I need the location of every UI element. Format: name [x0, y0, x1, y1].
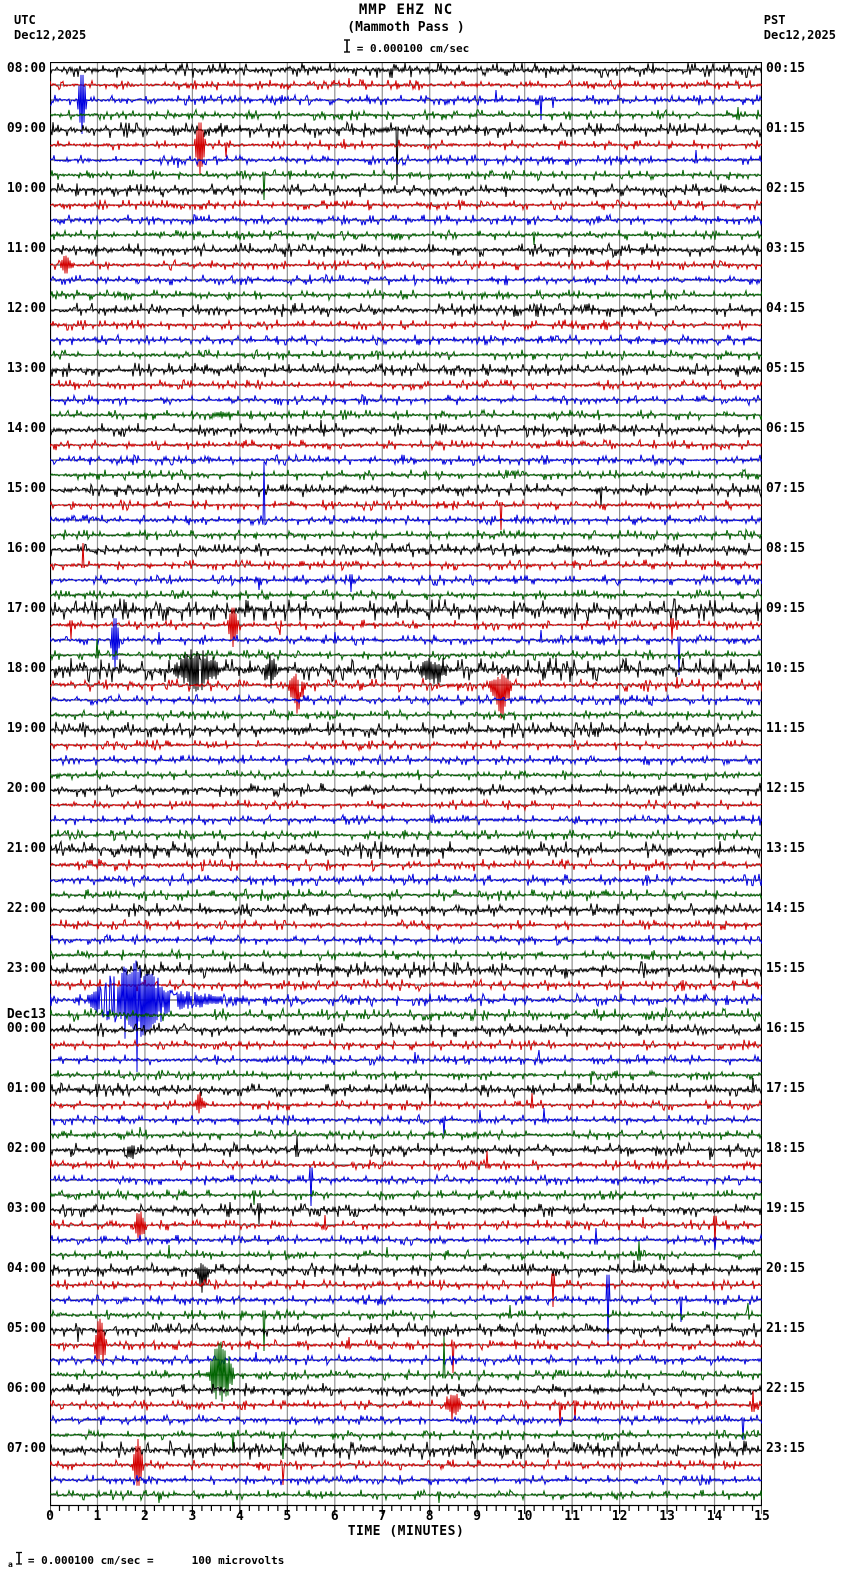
pst-hour-label: 20:15 — [766, 1261, 806, 1276]
utc-hour-label: 20:00 — [6, 781, 46, 796]
pst-header: PST Dec12,2025 — [764, 13, 836, 43]
x-tick-label: 4 — [235, 1509, 244, 1524]
helicorder-plot — [49, 61, 763, 1515]
x-tick-label: 9 — [473, 1509, 482, 1524]
utc-hour-label: 08:00 — [6, 61, 46, 76]
utc-hour-label: 10:00 — [6, 181, 46, 196]
footer-prefix: a — [8, 1560, 13, 1569]
x-tick-label: 1 — [93, 1509, 102, 1524]
utc-hour-label: 09:00 — [6, 121, 46, 136]
pst-hour-label: 15:15 — [766, 961, 806, 976]
pst-hour-label: 14:15 — [766, 901, 806, 916]
scale-bar-icon — [343, 38, 351, 58]
utc-header: UTC Dec12,2025 — [14, 13, 86, 43]
utc-label: UTC — [14, 13, 36, 27]
utc-hour-label: 12:00 — [6, 301, 46, 316]
utc-date: Dec12,2025 — [14, 28, 87, 42]
utc-hour-label: Dec13 00:00 — [6, 1007, 46, 1036]
x-tick-label: 6 — [330, 1509, 339, 1524]
pst-hour-label: 23:15 — [766, 1441, 806, 1456]
x-tick-label: 7 — [378, 1509, 387, 1524]
footer-equivalence-left: = 0.000100 cm/sec = — [27, 1553, 154, 1567]
pst-hour-label: 01:15 — [766, 121, 806, 136]
helicorder-traces — [49, 61, 763, 1515]
title-block: MMP EHZ NC (Mammoth Pass ) — [50, 2, 762, 35]
utc-hour-label: 06:00 — [6, 1381, 46, 1396]
pst-hour-label: 02:15 — [766, 181, 806, 196]
pst-hour-label: 03:15 — [766, 241, 806, 256]
x-tick-label: 15 — [754, 1509, 770, 1524]
pst-hour-label: 08:15 — [766, 541, 806, 556]
utc-hour-label: 02:00 — [6, 1141, 46, 1156]
utc-hour-label: 21:00 — [6, 841, 46, 856]
pst-hour-label: 19:15 — [766, 1201, 806, 1216]
pst-hour-label: 11:15 — [766, 721, 806, 736]
footer-scale-bar-icon — [15, 1551, 23, 1569]
utc-hour-label: 16:00 — [6, 541, 46, 556]
pst-hour-label: 04:15 — [766, 301, 806, 316]
pst-hour-label: 09:15 — [766, 601, 806, 616]
utc-hour-label: 15:00 — [6, 481, 46, 496]
utc-hour-label: 01:00 — [6, 1081, 46, 1096]
pst-hour-label: 17:15 — [766, 1081, 806, 1096]
pst-hour-label: 12:15 — [766, 781, 806, 796]
pst-hour-label: 10:15 — [766, 661, 806, 676]
station-title: MMP EHZ NC — [358, 2, 454, 18]
pst-hour-label: 22:15 — [766, 1381, 806, 1396]
pst-hour-label: 05:15 — [766, 361, 806, 376]
pst-hour-label: 07:15 — [766, 481, 806, 496]
x-tick-label: 13 — [659, 1509, 675, 1524]
pst-hour-label: 00:15 — [766, 61, 806, 76]
utc-hour-label: 19:00 — [6, 721, 46, 736]
scale-label: = 0.000100 cm/sec — [356, 41, 470, 55]
x-tick-label: 10 — [516, 1509, 533, 1524]
station-subtitle: (Mammoth Pass ) — [347, 20, 465, 35]
pst-hour-label: 06:15 — [766, 421, 806, 436]
x-tick-label: 11 — [564, 1509, 580, 1524]
x-tick-label: 5 — [283, 1509, 292, 1524]
x-tick-label: 3 — [188, 1509, 197, 1524]
pst-date: Dec12,2025 — [763, 28, 836, 42]
scale-line: = 0.000100 cm/sec — [50, 38, 762, 58]
x-tick-label: 12 — [611, 1509, 628, 1524]
utc-hour-label: 07:00 — [6, 1441, 46, 1456]
utc-hour-label: 18:00 — [6, 661, 46, 676]
utc-hour-label: 05:00 — [6, 1321, 46, 1336]
x-tick-label: 14 — [706, 1509, 723, 1524]
utc-hour-label: 17:00 — [6, 601, 46, 616]
pst-hour-label: 18:15 — [766, 1141, 806, 1156]
footer-equivalence-right: 100 microvolts — [191, 1553, 285, 1567]
utc-hour-label: 23:00 — [6, 961, 46, 976]
x-tick-label: 0 — [46, 1509, 54, 1524]
pst-hour-label: 21:15 — [766, 1321, 806, 1336]
x-axis-title: TIME (MINUTES) — [347, 1524, 465, 1539]
footer-scale-note: a = 0.000100 cm/sec = 100 microvolts — [8, 1551, 284, 1569]
utc-hour-label: 03:00 — [6, 1201, 46, 1216]
utc-hour-label: 13:00 — [6, 361, 46, 376]
pst-hour-label: 16:15 — [766, 1021, 806, 1036]
x-tick-label: 2 — [141, 1509, 149, 1524]
utc-hour-label: 11:00 — [6, 241, 46, 256]
pst-hour-label: 13:15 — [766, 841, 806, 856]
pst-label: PST — [763, 13, 786, 27]
utc-hour-label: 22:00 — [6, 901, 46, 916]
x-tick-label: 8 — [425, 1509, 434, 1524]
utc-hour-label: 04:00 — [6, 1261, 46, 1276]
utc-hour-label: 14:00 — [6, 421, 46, 436]
